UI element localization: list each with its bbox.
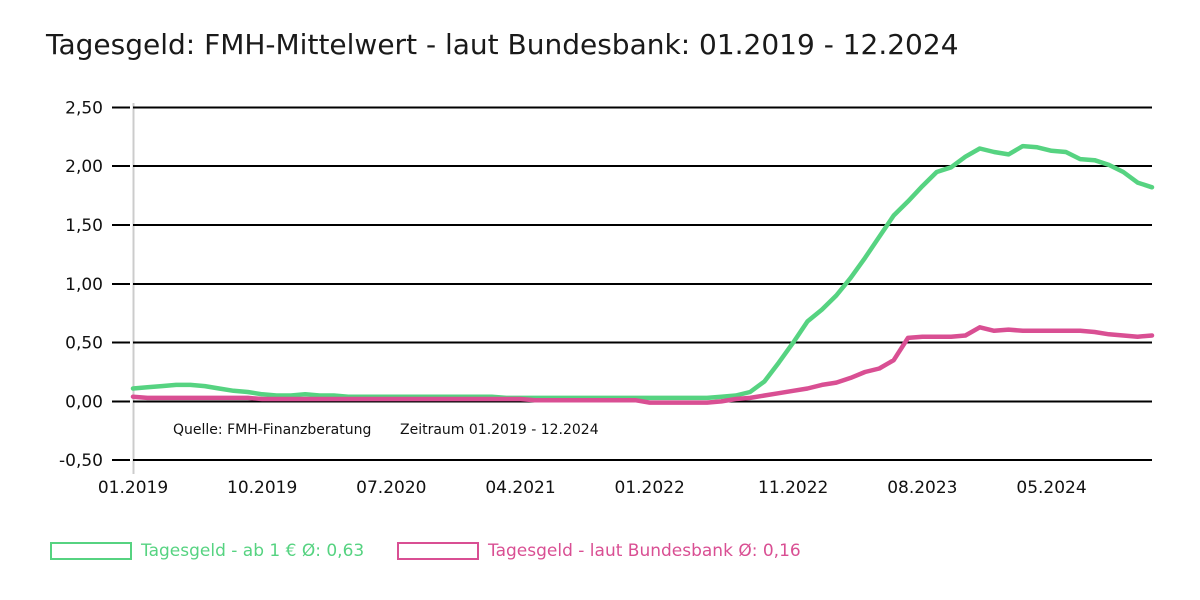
legend-swatch-green: [50, 542, 132, 560]
x-tick-label: 05.2024: [1016, 478, 1086, 498]
period-note: Zeitraum 01.2019 - 12.2024: [400, 422, 599, 438]
y-tick-label: 1,00: [65, 275, 103, 295]
source-note: Quelle: FMH-Finanzberatung: [173, 422, 372, 438]
x-tick-label: 11.2022: [758, 478, 828, 498]
legend-item-tagesgeld-bundesbank: Tagesgeld - laut Bundesbank Ø: 0,16: [397, 541, 801, 561]
x-tick-label: 04.2021: [485, 478, 555, 498]
legend-label-tagesgeld-bundesbank: Tagesgeld - laut Bundesbank Ø: 0,16: [488, 541, 801, 561]
y-tick-label: 0,50: [65, 334, 103, 354]
y-tick-label: 0,00: [65, 392, 103, 412]
chart-title: Tagesgeld: FMH-Mittelwert - laut Bundesb…: [46, 28, 959, 61]
y-tick-label: -0,50: [59, 451, 103, 471]
x-tick-label: 07.2020: [356, 478, 426, 498]
y-tick-label: 1,50: [65, 216, 103, 236]
y-tick-label: 2,50: [65, 98, 103, 118]
series-line-tagesgeld-bundesbank: [130, 325, 1155, 405]
legend-item-tagesgeld-ab-1-euro: Tagesgeld - ab 1 € Ø: 0,63: [50, 541, 364, 561]
series-line-tagesgeld-ab-1-euro: [130, 143, 1155, 401]
x-tick-label: 01.2019: [98, 478, 168, 498]
legend-swatch-pink: [397, 542, 479, 560]
x-tick-label: 10.2019: [227, 478, 297, 498]
x-tick-label: 08.2023: [887, 478, 957, 498]
legend-label-tagesgeld-ab-1-euro: Tagesgeld - ab 1 € Ø: 0,63: [141, 541, 365, 561]
x-tick-label: 01.2022: [615, 478, 685, 498]
y-tick-label: 2,00: [65, 157, 103, 177]
